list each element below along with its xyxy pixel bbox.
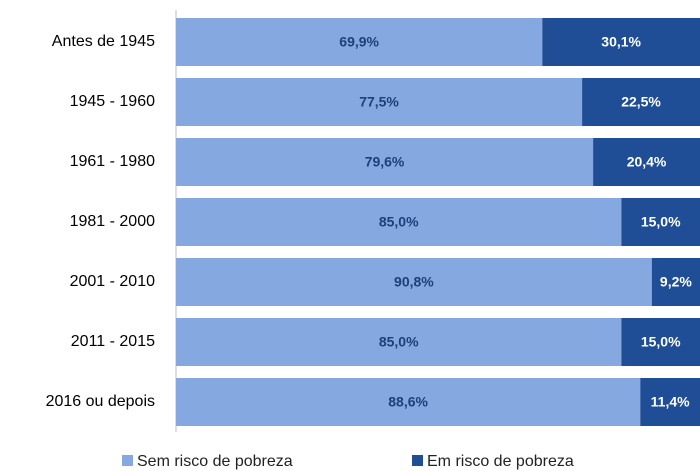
bar-segment	[176, 138, 594, 186]
y-tick-label: 2016 ou depois	[46, 393, 155, 410]
y-tick-label: 1945 - 1960	[70, 93, 156, 110]
bar-segment	[176, 78, 583, 126]
data-label: 85,0%	[379, 334, 419, 350]
bar-segment	[651, 258, 700, 306]
data-label: 77,5%	[359, 94, 399, 110]
legend-swatch	[412, 455, 423, 466]
bar-segment	[176, 18, 543, 66]
legend-label: Sem risco de pobreza	[137, 453, 293, 470]
data-label: 30,1%	[601, 34, 641, 50]
data-label: 69,9%	[339, 34, 379, 50]
data-label: 22,5%	[621, 94, 661, 110]
y-tick-label: 1961 - 1980	[70, 153, 156, 170]
bar-segment	[176, 258, 652, 306]
y-tick-label: 1981 - 2000	[70, 213, 156, 230]
bar-segment	[582, 78, 700, 126]
data-label: 20,4%	[627, 154, 667, 170]
data-label: 90,8%	[394, 274, 434, 290]
y-tick-label: 2001 - 2010	[70, 273, 156, 290]
data-label: 9,2%	[660, 274, 692, 290]
bar-segment	[542, 18, 700, 66]
bar-segment	[176, 378, 641, 426]
data-label: 11,4%	[651, 394, 690, 410]
bar-segment	[176, 198, 622, 246]
data-label: 15,0%	[641, 334, 681, 350]
y-tick-label: 2011 - 2015	[71, 333, 155, 350]
data-label: 15,0%	[641, 214, 681, 230]
data-label: 88,6%	[388, 394, 428, 410]
bar-segment	[593, 138, 700, 186]
data-label: 85,0%	[379, 214, 419, 230]
bar-segment	[640, 378, 700, 426]
y-tick-label: Antes de 1945	[52, 33, 155, 50]
legend-label: Em risco de pobreza	[427, 453, 574, 470]
bar-segment	[176, 318, 622, 366]
legend-swatch	[122, 455, 133, 466]
bar-segment	[621, 198, 700, 246]
data-label: 79,6%	[365, 154, 405, 170]
bar-segment	[621, 318, 700, 366]
